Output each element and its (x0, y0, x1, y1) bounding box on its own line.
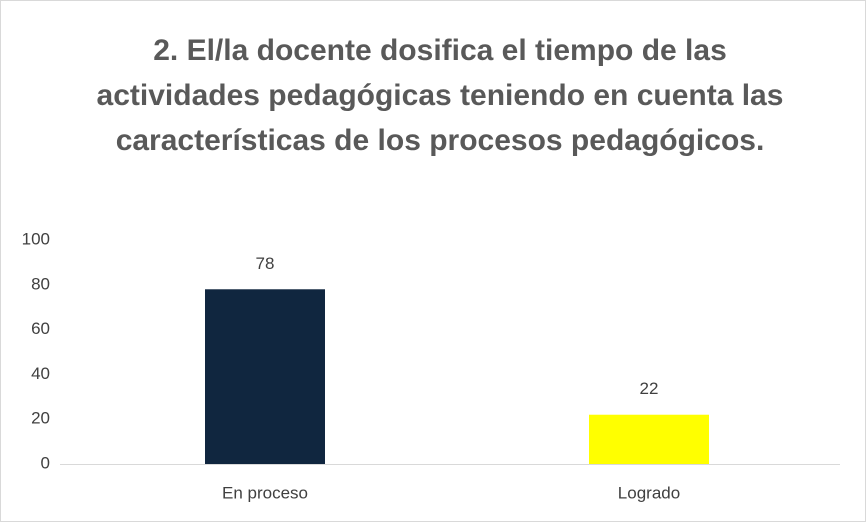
y-tick-label: 20 (31, 409, 50, 428)
x-tick-label: Logrado (618, 483, 680, 502)
y-tick-label: 80 (31, 274, 50, 293)
y-tick-label: 40 (31, 364, 50, 383)
chart-title: 2. El/la docente dosifica el tiempo de l… (96, 34, 784, 157)
data-label: 78 (256, 254, 275, 273)
y-tick-label: 100 (22, 229, 50, 248)
data-label: 22 (640, 379, 659, 398)
x-tick-label: En proceso (222, 483, 308, 502)
bar (589, 414, 709, 464)
y-tick-label: 60 (31, 319, 50, 338)
y-tick-label: 0 (41, 453, 50, 472)
bar (205, 289, 325, 464)
